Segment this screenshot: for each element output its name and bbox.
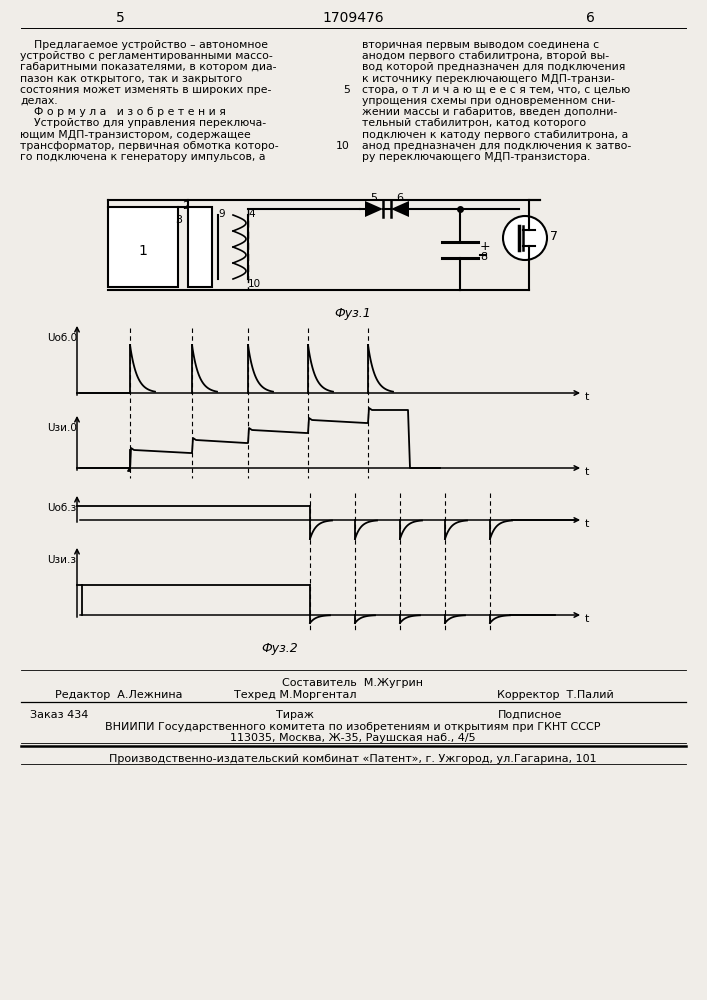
Text: Фуз.1: Фуз.1 — [334, 307, 371, 320]
Text: Корректор  Т.Палий: Корректор Т.Палий — [496, 690, 614, 700]
Circle shape — [503, 216, 547, 260]
Text: Производственно-издательский комбинат «Патент», г. Ужгород, ул.Гагарина, 101: Производственно-издательский комбинат «П… — [109, 754, 597, 764]
Text: го подключена к генератору импульсов, а: го подключена к генератору импульсов, а — [20, 152, 266, 162]
Text: пазон как открытого, так и закрытого: пазон как открытого, так и закрытого — [20, 74, 243, 84]
Text: жении массы и габаритов, введен дополни-: жении массы и габаритов, введен дополни- — [362, 107, 617, 117]
Text: Ф о р м у л а   и з о б р е т е н и я: Ф о р м у л а и з о б р е т е н и я — [20, 107, 226, 117]
Text: Фуз.2: Фуз.2 — [262, 642, 298, 655]
Text: t: t — [585, 467, 590, 477]
Bar — [188, 207, 212, 287]
Text: t: t — [585, 614, 590, 624]
Text: Uоб.з: Uоб.з — [47, 503, 76, 513]
Text: Тираж: Тираж — [276, 710, 314, 720]
Polygon shape — [365, 201, 383, 217]
Text: Uзи.з: Uзи.з — [47, 555, 76, 565]
Text: 4: 4 — [248, 209, 255, 219]
Text: состояния может изменять в широких пре-: состояния может изменять в широких пре- — [20, 85, 271, 95]
Text: Uзи.0: Uзи.0 — [47, 423, 77, 433]
Text: 5: 5 — [116, 11, 124, 25]
Text: 6: 6 — [585, 11, 595, 25]
Text: анод предназначен для подключения к затво-: анод предназначен для подключения к затв… — [362, 141, 631, 151]
Text: +: + — [480, 239, 491, 252]
Text: устройство с регламентированными массо-: устройство с регламентированными массо- — [20, 51, 273, 61]
Text: Подписное: Подписное — [498, 710, 562, 720]
Text: вод которой предназначен для подключения: вод которой предназначен для подключения — [362, 62, 626, 72]
Text: габаритными показателями, в котором диа-: габаритными показателями, в котором диа- — [20, 62, 276, 72]
Text: 2: 2 — [182, 201, 189, 211]
Text: 7: 7 — [550, 230, 558, 243]
Text: Заказ 434: Заказ 434 — [30, 710, 88, 720]
Text: подключен к катоду первого стабилитрона, а: подключен к катоду первого стабилитрона,… — [362, 130, 629, 140]
Text: 113035, Москва, Ж-35, Раушская наб., 4/5: 113035, Москва, Ж-35, Раушская наб., 4/5 — [230, 733, 476, 743]
Text: 10: 10 — [336, 141, 350, 151]
Text: ру переключающего МДП-транзистора.: ру переключающего МДП-транзистора. — [362, 152, 590, 162]
Text: Предлагаемое устройство – автономное: Предлагаемое устройство – автономное — [20, 40, 268, 50]
Text: вторичная первым выводом соединена с: вторичная первым выводом соединена с — [362, 40, 599, 50]
Text: 8: 8 — [480, 251, 487, 261]
Text: делах.: делах. — [20, 96, 58, 106]
Text: Техред М.Моргентал: Техред М.Моргентал — [234, 690, 356, 700]
Text: анодом первого стабилитрона, второй вы-: анодом первого стабилитрона, второй вы- — [362, 51, 609, 61]
Text: 5: 5 — [343, 85, 350, 95]
Text: Составитель  М.Жугрин: Составитель М.Жугрин — [283, 678, 423, 688]
Text: трансформатор, первичная обмотка которо-: трансформатор, первичная обмотка которо- — [20, 141, 279, 151]
Text: 6: 6 — [397, 193, 404, 203]
Text: 9: 9 — [218, 209, 225, 219]
Text: Устройство для управления переключа-: Устройство для управления переключа- — [20, 118, 266, 128]
Text: Редактор  А.Лежнина: Редактор А.Лежнина — [55, 690, 182, 700]
Text: упрощения схемы при одновременном сни-: упрощения схемы при одновременном сни- — [362, 96, 615, 106]
Text: 10: 10 — [248, 279, 261, 289]
Text: 3: 3 — [175, 215, 182, 225]
Text: 5: 5 — [370, 193, 378, 203]
Text: стора, о т л и ч а ю щ е е с я тем, что, с целью: стора, о т л и ч а ю щ е е с я тем, что,… — [362, 85, 630, 95]
Text: 1: 1 — [139, 244, 148, 258]
Text: ВНИИПИ Государственного комитета по изобретениям и открытиям при ГКНТ СССР: ВНИИПИ Государственного комитета по изоб… — [105, 722, 601, 732]
Text: к источнику переключающего МДП-транзи-: к источнику переключающего МДП-транзи- — [362, 74, 615, 84]
Polygon shape — [391, 201, 409, 217]
Bar — [108, 207, 178, 287]
Text: тельный стабилитрон, катод которого: тельный стабилитрон, катод которого — [362, 118, 586, 128]
Text: 1709476: 1709476 — [322, 11, 384, 25]
Text: Uоб.0: Uоб.0 — [47, 333, 77, 343]
Text: ющим МДП-транзистором, содержащее: ющим МДП-транзистором, содержащее — [20, 130, 251, 140]
Text: t: t — [585, 519, 590, 529]
Text: t: t — [585, 392, 590, 402]
